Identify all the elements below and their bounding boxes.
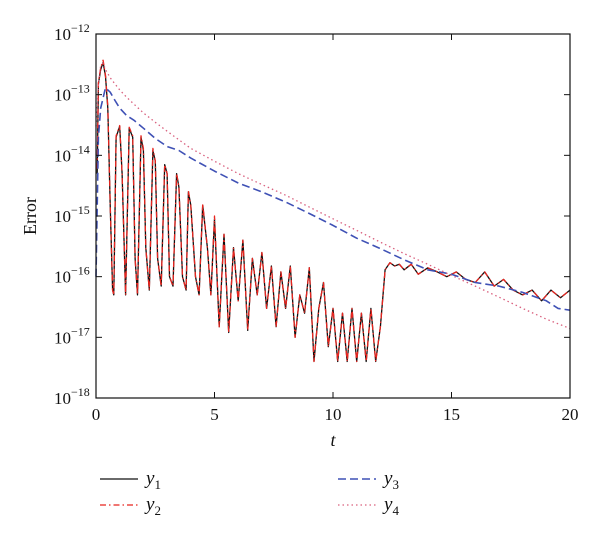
series-line-y2 (96, 59, 571, 363)
series-lines (95, 59, 571, 363)
plot-frame (95, 33, 571, 399)
x-tick-label: 5 (210, 405, 219, 424)
x-tick-label: 10 (325, 405, 342, 424)
legend-label-y3: y3 (382, 468, 399, 492)
y-tick-label: 10−16 (54, 264, 90, 287)
y-axis-label: Error (20, 197, 40, 235)
x-tick-label: 20 (562, 405, 579, 424)
y-tick-label: 10−14 (54, 142, 90, 165)
legend-label-y4: y4 (382, 494, 399, 518)
x-tick-label: 0 (92, 405, 101, 424)
y-tick-label: 10−18 (54, 385, 90, 408)
y-tick-label: 10−15 (54, 203, 90, 226)
series-line-y4 (95, 62, 571, 330)
legend-label-y1: y1 (144, 468, 161, 492)
y-tick-label: 10−12 (54, 21, 90, 44)
axis-ticks: 0 5 10 15 20 10−18 10−17 10−16 10−15 10−14 10−13 10… (54, 21, 579, 424)
y-tick-label: 10−13 (54, 82, 90, 105)
x-axis-label: t (330, 430, 336, 450)
x-tick-label: 15 (443, 405, 460, 424)
y-tick-label: 10−17 (54, 324, 90, 347)
legend-label-y2: y2 (144, 494, 161, 518)
series-line-y3 (95, 87, 571, 311)
